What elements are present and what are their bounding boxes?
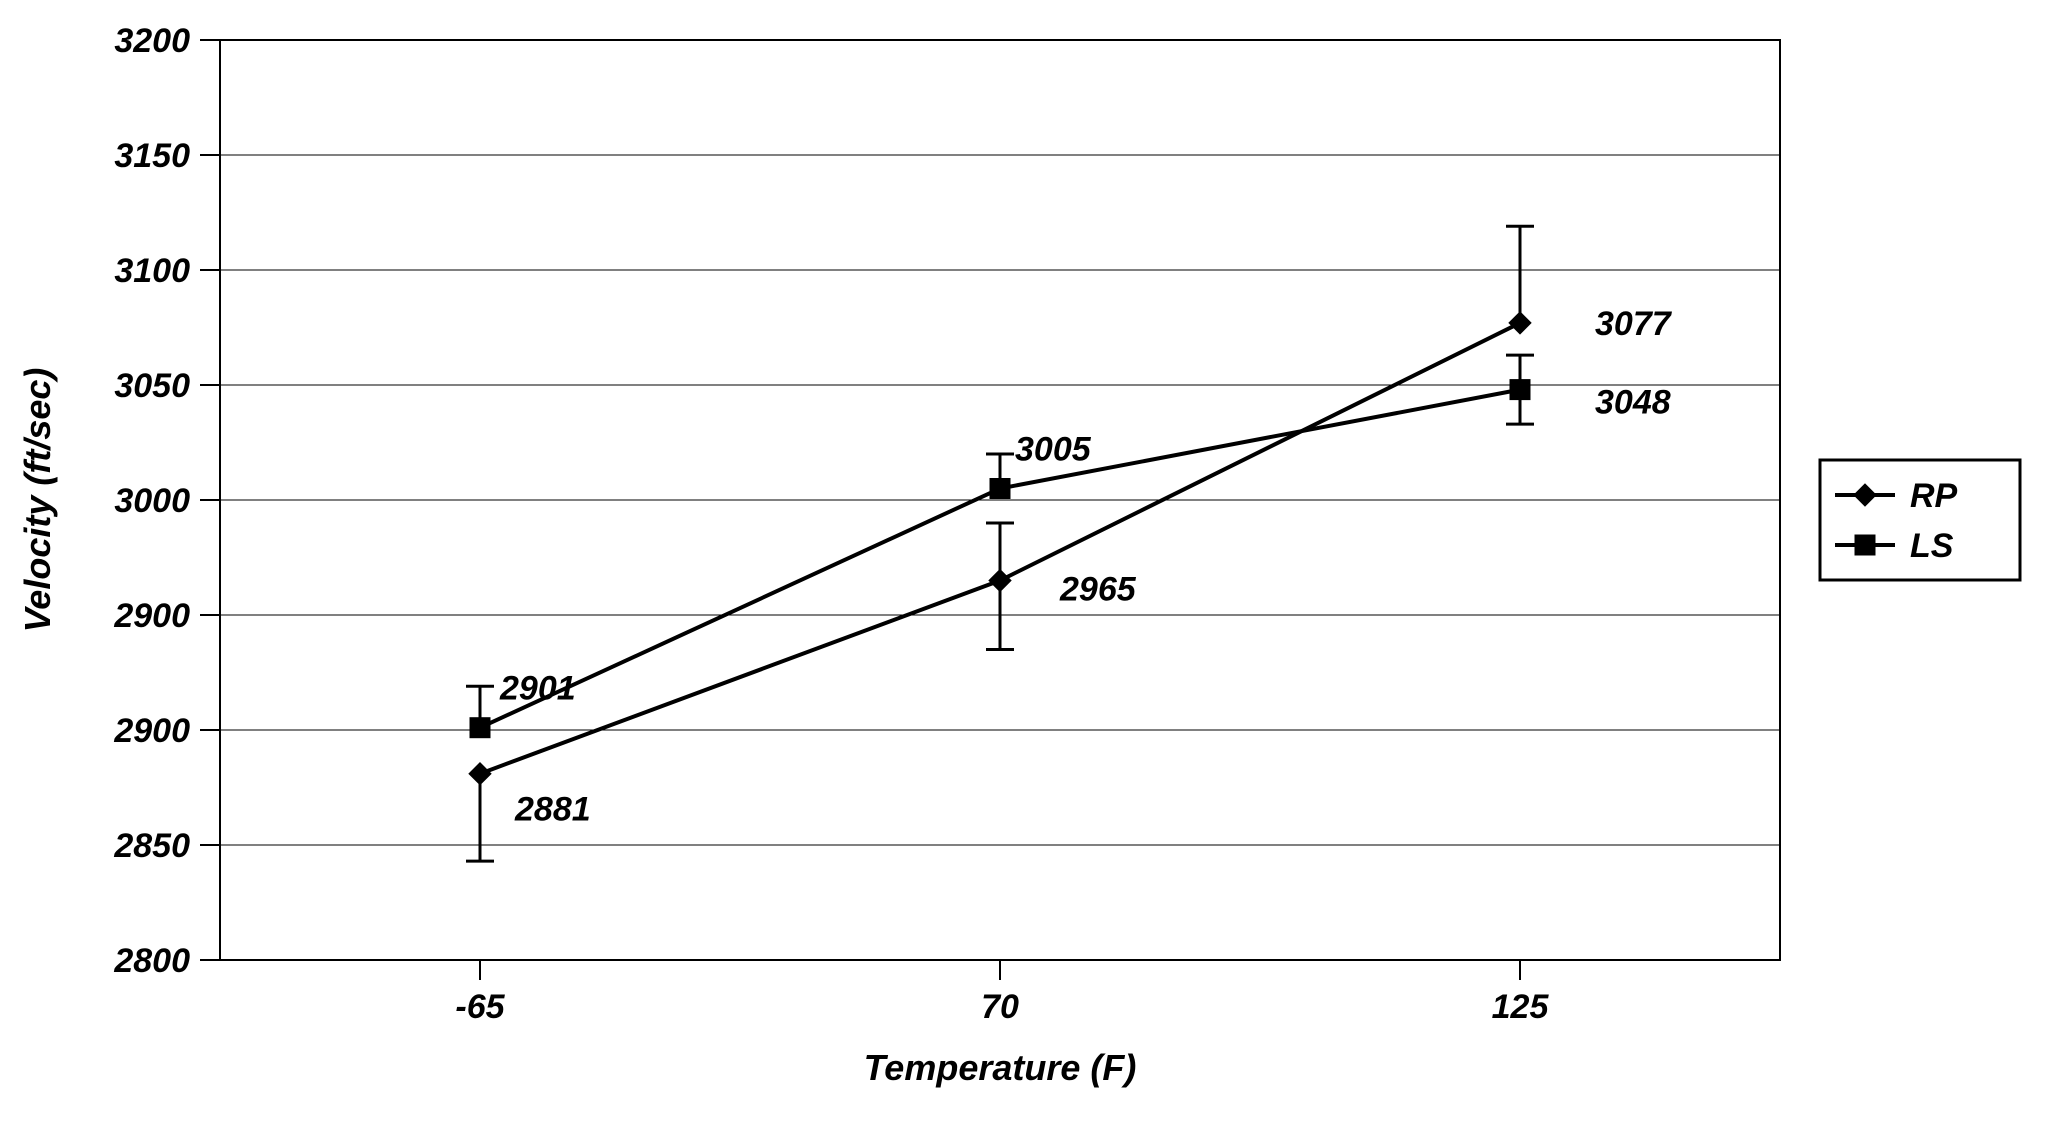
y-tick-label: 3100 bbox=[114, 252, 190, 290]
chart-container: 2800 2850 2900 2900 3000 3050 3100 3150 3200 -65 7… bbox=[0, 0, 2056, 1146]
velocity-temperature-chart: 2800 2850 2900 2900 3000 3050 3100 3150 3200 -65 7… bbox=[0, 0, 2056, 1146]
data-label: 3077 bbox=[1595, 305, 1673, 343]
y-tick-label: 3000 bbox=[114, 482, 190, 520]
legend-label: LS bbox=[1910, 527, 1954, 565]
x-tick-label: 70 bbox=[981, 988, 1019, 1026]
x-tick-label: 125 bbox=[1492, 988, 1550, 1026]
y-tick-label: 2850 bbox=[113, 827, 190, 865]
data-label: 3048 bbox=[1595, 384, 1671, 422]
data-label: 3005 bbox=[1015, 431, 1092, 469]
data-label: 2901 bbox=[499, 670, 576, 708]
legend-label: RP bbox=[1910, 477, 1958, 515]
diamond-marker-icon bbox=[989, 570, 1011, 592]
data-label: 2965 bbox=[1059, 571, 1137, 609]
y-tick-label: 3200 bbox=[114, 22, 190, 60]
y-tick-label: 2900 bbox=[113, 597, 190, 635]
square-marker-icon bbox=[470, 718, 490, 738]
x-tick-label: -65 bbox=[455, 988, 505, 1026]
x-axis-label: Temperature (F) bbox=[864, 1047, 1137, 1088]
y-tick-label: 2800 bbox=[113, 942, 190, 980]
data-label: 2881 bbox=[514, 791, 591, 829]
diamond-marker-icon bbox=[469, 763, 491, 785]
diamond-marker-icon bbox=[1509, 312, 1531, 334]
y-tick-label: 2900 bbox=[113, 712, 190, 750]
square-marker-icon bbox=[990, 479, 1010, 499]
y-axis-label: Velocity (ft/sec) bbox=[17, 368, 58, 633]
square-marker-icon bbox=[1510, 380, 1530, 400]
square-marker-icon bbox=[1855, 535, 1875, 555]
y-tick-label: 3150 bbox=[114, 137, 190, 175]
y-tick-label: 3050 bbox=[114, 367, 190, 405]
